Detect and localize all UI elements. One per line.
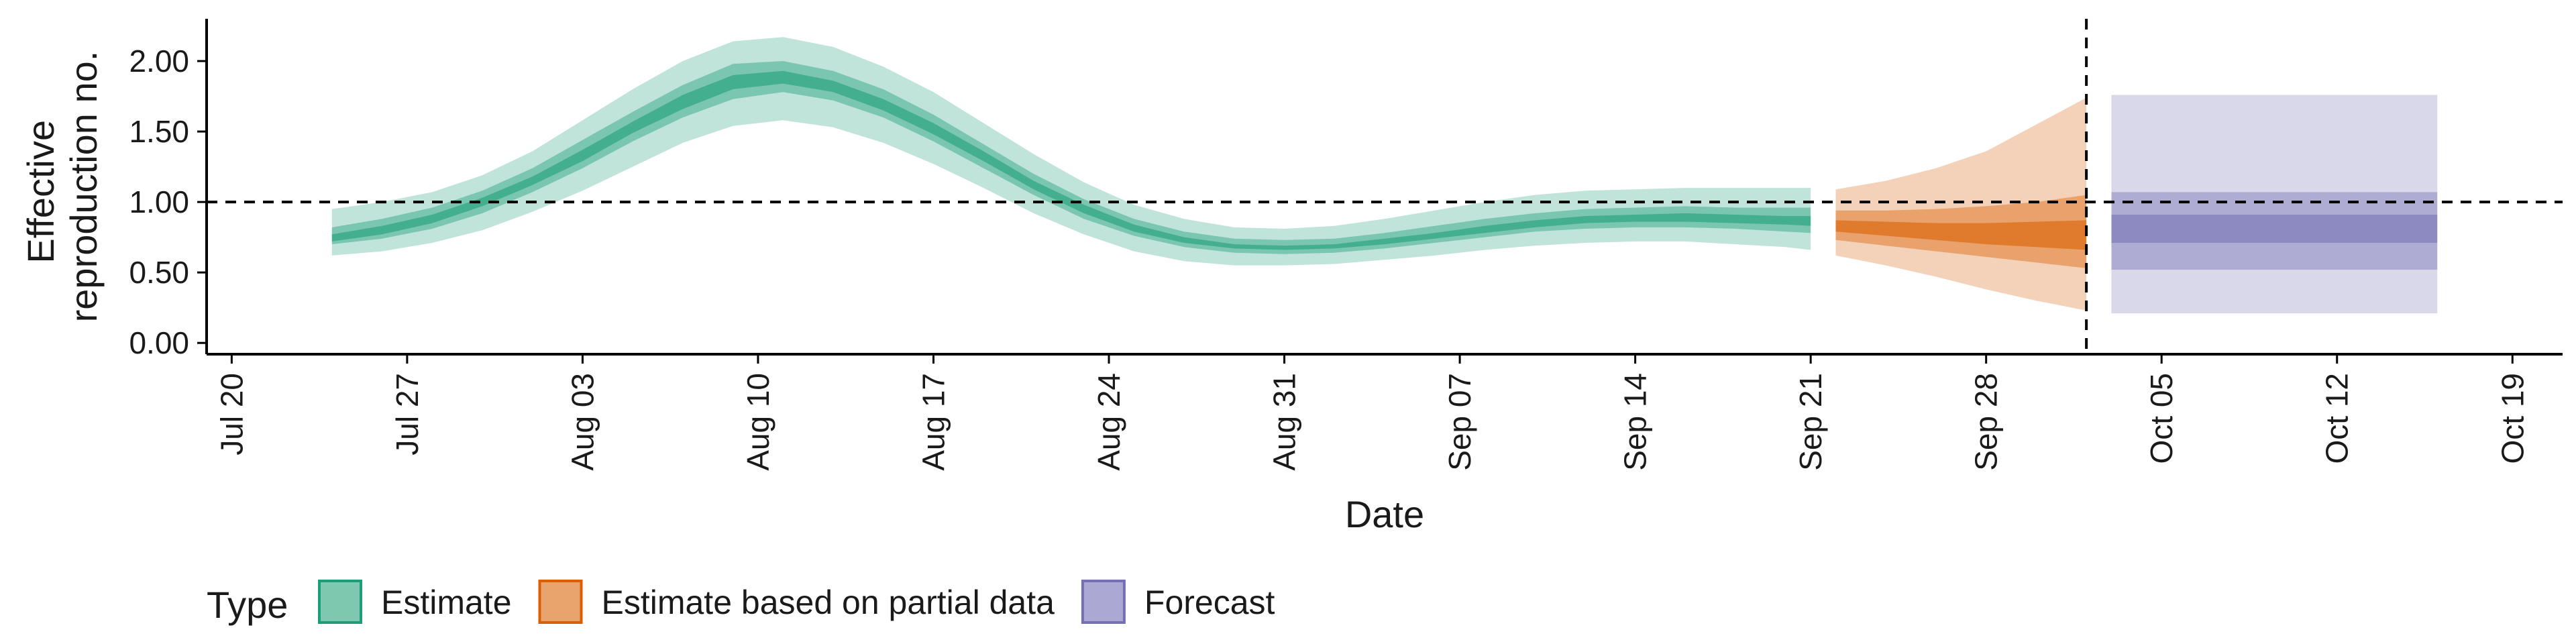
y-tick-label: 0.50 bbox=[129, 255, 189, 290]
y-axis-title-line-1: Effective bbox=[19, 120, 62, 264]
series-1 bbox=[1835, 97, 2087, 311]
y-tick-label: 2.00 bbox=[129, 44, 189, 78]
x-axis-title: Date bbox=[1345, 493, 1424, 535]
series-90-percent-band bbox=[2111, 95, 2438, 314]
axes: 0.00 0.50 1.00 1.50 2.00 Jul 20 Jul 27 Aug 03 A… bbox=[19, 19, 2563, 535]
plot-area bbox=[207, 19, 2563, 354]
series-20-percent-band bbox=[1835, 220, 2087, 250]
x-tick-label: Sep 21 bbox=[1793, 373, 1828, 471]
x-tick-label: Sep 07 bbox=[1442, 373, 1477, 471]
y-axis-ticks: 0.00 0.50 1.00 1.50 2.00 bbox=[129, 44, 207, 360]
legend-label: Estimate based on partial data bbox=[602, 584, 1055, 621]
series-50-percent-band bbox=[331, 61, 1811, 254]
series-90-percent-band bbox=[1835, 97, 2087, 311]
y-axis-title-line-2: reproduction no. bbox=[62, 51, 105, 323]
y-tick-label: 1.50 bbox=[129, 114, 189, 149]
x-tick-label: Sep 28 bbox=[1969, 373, 2004, 471]
y-tick-label: 1.00 bbox=[129, 184, 189, 219]
series-2 bbox=[2111, 95, 2438, 314]
x-tick-label: Aug 31 bbox=[1267, 373, 1302, 471]
x-tick-label: Jul 27 bbox=[390, 373, 425, 455]
series-90-percent-band bbox=[331, 37, 1811, 266]
legend-key bbox=[538, 580, 583, 624]
x-axis-ticks: Jul 20 Jul 27 Aug 03 Aug 10 Aug 17 Aug 24 Aug … bbox=[214, 354, 2530, 471]
x-tick-label: Aug 10 bbox=[741, 373, 775, 471]
legend-key bbox=[318, 580, 362, 624]
y-axis-title: Effective reproduction no. bbox=[19, 51, 105, 323]
x-tick-label: Jul 20 bbox=[214, 373, 249, 455]
legend-title: Type bbox=[207, 584, 288, 626]
x-tick-label: Aug 03 bbox=[565, 373, 600, 471]
x-tick-label: Aug 17 bbox=[916, 373, 951, 471]
x-tick-label: Oct 12 bbox=[2320, 373, 2355, 464]
legend-key bbox=[1081, 580, 1126, 624]
x-tick-label: Sep 14 bbox=[1618, 373, 1653, 471]
legend-label: Estimate bbox=[381, 584, 512, 621]
legend: Type Estimate Estimate based on partial d… bbox=[207, 580, 1275, 626]
series-0 bbox=[331, 37, 1811, 266]
x-tick-label: Oct 05 bbox=[2144, 373, 2179, 464]
y-tick-label: 0.00 bbox=[129, 325, 189, 360]
x-tick-label: Oct 19 bbox=[2495, 373, 2530, 464]
series-20-percent-band bbox=[2111, 215, 2438, 244]
x-tick-label: Aug 24 bbox=[1091, 373, 1126, 471]
legend-label: Forecast bbox=[1144, 584, 1275, 621]
